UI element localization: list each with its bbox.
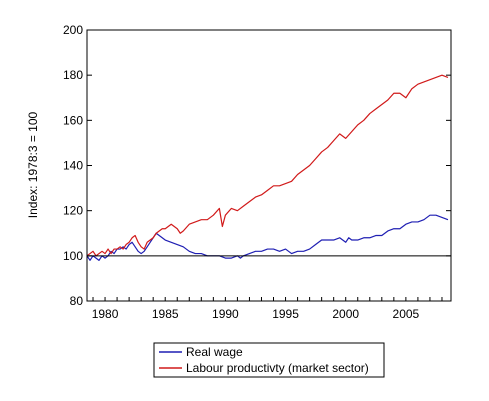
- y-tick-label: 180: [63, 68, 83, 82]
- x-tick-label: 1980: [92, 307, 119, 321]
- series-line-labour-productivity: [86, 74, 449, 257]
- y-tick-label: 140: [63, 159, 83, 173]
- x-tick-label: 2005: [393, 307, 420, 321]
- legend: Real wage Labour productivty (market sec…: [153, 342, 385, 378]
- x-tick-label: 2000: [332, 307, 359, 321]
- legend-box: [153, 342, 385, 378]
- legend-label-real-wage: Real wage: [186, 345, 243, 359]
- y-tick-label: 120: [63, 204, 83, 218]
- y-tick-label: 100: [63, 249, 83, 263]
- x-tick-label: 1985: [152, 307, 179, 321]
- legend-label-labour-productivity: Labour productivty (market sector): [186, 361, 369, 375]
- x-tick-label: 1990: [212, 307, 239, 321]
- series-layer: [86, 74, 449, 261]
- y-tick-label: 80: [70, 294, 84, 308]
- plot-frame: [86, 29, 452, 302]
- y-tick-label: 160: [63, 113, 83, 127]
- series-line-real-wage: [86, 214, 449, 261]
- y-tick-label: 200: [63, 23, 83, 37]
- y-axis-title: Index: 1978:3 = 100: [26, 111, 40, 218]
- x-axis-ticks: 1980 1985 1990 1995 2000 2005: [92, 297, 443, 321]
- x-tick-label: 1995: [272, 307, 299, 321]
